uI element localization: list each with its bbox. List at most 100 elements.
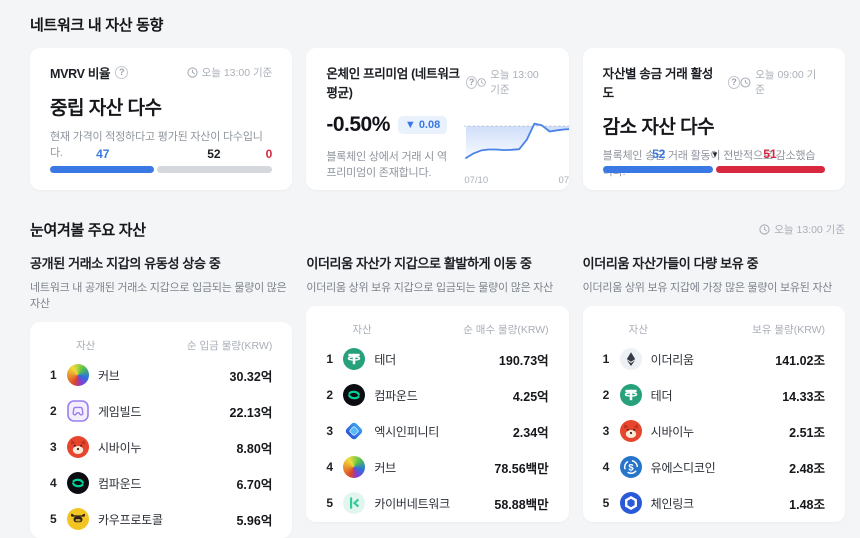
column-asset: 자산 — [352, 324, 372, 336]
asset-rank: 2 — [326, 388, 334, 402]
bar-segment-label: 52 — [652, 147, 666, 161]
asset-row[interactable]: 4 커브 78.56백만 — [326, 449, 549, 485]
mvrv-card-title: MVRV 비율 — [50, 67, 111, 81]
transfer-activity-card[interactable]: 자산별 송금 거래 활성도 ? 오늘 09:00 기준 감소 자산 다수 블록체… — [582, 48, 845, 190]
usdc-icon: $ — [619, 456, 642, 478]
asset-value: 4.25억 — [512, 389, 549, 404]
help-icon[interactable]: ? — [727, 75, 741, 89]
help-icon[interactable]: ? — [115, 66, 129, 79]
asset-row[interactable]: 1 커브 30.32억 — [50, 357, 272, 393]
premium-value: -0.50% — [326, 113, 390, 136]
curve-icon — [67, 364, 89, 386]
column-value: 순 입금 물량(KRW) — [186, 340, 273, 352]
asset-rank: 5 — [602, 496, 610, 510]
tether-icon — [619, 384, 642, 406]
notable-assets-header: 눈여겨볼 주요 자산 오늘 13:00 기준 — [30, 219, 845, 240]
bar-segment-label: 51 — [763, 147, 777, 161]
asset-value: 2.48조 — [789, 461, 825, 476]
asset-row[interactable]: 4 컴파운드 6.70억 — [50, 465, 272, 501]
asset-name: 카우프로토콜 — [98, 512, 163, 527]
asset-list-card: 자산 순 매수 물량(KRW) 1 테더 190.73억 2 컴파운드 4.25억 3 엑시인… — [306, 306, 569, 522]
cow-protocol-icon — [67, 508, 89, 530]
asset-rank: 4 — [326, 460, 334, 474]
activity-split-bar: 52 51 ▼ — [602, 147, 825, 173]
asset-row[interactable]: 2 테더 14.33조 — [603, 377, 825, 413]
list-title: 이더리움 자산가 지갑으로 활발하게 이동 중 — [306, 256, 532, 271]
clock-icon — [477, 77, 486, 87]
asset-row[interactable]: 1 이더리움 141.02조 — [603, 341, 825, 377]
asset-rank: 4 — [50, 476, 57, 490]
asset-value: 30.32억 — [229, 369, 273, 384]
asset-name: 이더리움 — [650, 352, 694, 367]
asset-row[interactable]: 5 카우프로토콜 5.96억 — [50, 501, 272, 537]
table-header: 자산 순 입금 물량(KRW) — [50, 335, 272, 357]
tether-icon — [343, 348, 366, 370]
gamebuild-icon — [67, 400, 89, 422]
asset-value: 2.51조 — [789, 425, 825, 440]
asset-name: 게임빌드 — [98, 404, 142, 419]
bar-segment-label: 52 — [207, 147, 221, 161]
asset-row[interactable]: 3 시바이누 8.80억 — [50, 429, 272, 465]
bar-segment-label: 47 — [96, 147, 110, 161]
asset-row[interactable]: 2 게임빌드 22.13억 — [50, 393, 272, 429]
asset-rank: 2 — [50, 404, 57, 418]
bar-segment-gray — [157, 166, 273, 173]
asset-row[interactable]: 5 체인링크 1.48조 — [603, 485, 825, 521]
asset-rank: 3 — [326, 424, 334, 438]
mvrv-description: 현재 가격이 적정하다고 평가된 자산이 다수입니다. — [50, 131, 263, 159]
mvrv-card-header: MVRV 비율 ? 오늘 13:00 기준 — [50, 63, 272, 82]
asset-value: 1.48조 — [789, 497, 825, 512]
axie-icon — [343, 420, 365, 442]
column-asset: 자산 — [628, 324, 648, 336]
column-asset: 자산 — [76, 340, 96, 352]
svg-text:$: $ — [628, 462, 634, 473]
mvrv-card[interactable]: MVRV 비율 ? 오늘 13:00 기준 중립 자산 다수 현재 가격이 적정… — [30, 48, 293, 190]
sparkline-start-date: 07/10 — [464, 175, 489, 186]
ethereum-icon — [619, 348, 642, 370]
asset-name: 테더 — [650, 388, 673, 403]
asset-value: 78.56백만 — [494, 461, 549, 476]
asset-row[interactable]: 3 시바이누 2.51조 — [603, 413, 825, 449]
bar-segment-blue — [602, 166, 714, 173]
onchain-premium-card[interactable]: 온체인 프리미엄 (네트워크 평균) ? 오늘 13:00 기준 -0.50% … — [306, 48, 569, 190]
list-subtitle: 이더리움 상위 보유 지갑에 가장 많은 물량이 보유된 자산 — [582, 282, 833, 294]
asset-rank: 4 — [602, 460, 610, 474]
sparkline-end-date: 07/17 — [558, 175, 569, 186]
section-title-notable-assets: 눈여겨볼 주요 자산 — [30, 222, 146, 239]
bar-segment-label: 0 — [265, 147, 273, 161]
list-title: 공개된 거래소 지갑의 유동성 상승 중 — [30, 256, 221, 271]
clock-icon — [740, 76, 751, 88]
asset-row[interactable]: 5 카이버네트워크 58.88백만 — [326, 485, 549, 521]
asset-rank: 3 — [50, 440, 57, 454]
list-subtitle: 이더리움 상위 보유 지갑으로 입금되는 물량이 많은 자산 — [306, 282, 553, 294]
asset-row[interactable]: 2 컴파운드 4.25억 — [326, 377, 549, 413]
asset-rank: 2 — [602, 388, 610, 402]
kyber-icon — [343, 492, 366, 514]
help-icon[interactable]: ? — [466, 75, 478, 89]
asset-rows: 1 이더리움 141.02조 2 테더 14.33조 3 시바이누 2.51조 4 $ 유에스디코인 2… — [603, 341, 825, 521]
asset-row[interactable]: 3 엑시인피니티 2.34억 — [326, 413, 549, 449]
mvrv-distribution-bar: 47 52 0 — [50, 147, 273, 173]
clock-icon — [186, 67, 198, 78]
table-header: 자산 순 매수 물량(KRW) — [326, 319, 548, 341]
asset-row[interactable]: 1 테더 190.73억 — [326, 341, 549, 377]
asset-name: 커브 — [374, 460, 396, 475]
asset-value: 5.96억 — [236, 513, 273, 528]
asset-rank: 5 — [50, 512, 57, 526]
asset-rank: 3 — [602, 424, 610, 438]
asset-rank: 1 — [602, 352, 610, 366]
asset-lists-row: 공개된 거래소 지갑의 유동성 상승 중 네트워크 내 공개된 거래소 지갑으로… — [30, 253, 845, 538]
asset-value: 8.80억 — [236, 441, 273, 456]
list-whale-inflow: 이더리움 자산가 지갑으로 활발하게 이동 중 이더리움 상위 보유 지갑으로 … — [306, 253, 569, 538]
shiba-icon — [67, 436, 89, 458]
mvrv-timestamp: 오늘 13:00 기준 — [186, 65, 272, 80]
asset-name: 유에스디코인 — [650, 460, 716, 475]
asset-rows: 1 커브 30.32억 2 게임빌드 22.13억 3 시바이누 8.80억 4 컴파운드 6.70억… — [50, 357, 272, 537]
asset-row[interactable]: 4 $ 유에스디코인 2.48조 — [603, 449, 825, 485]
asset-value: 22.13억 — [229, 405, 273, 420]
list-subtitle: 네트워크 내 공개된 거래소 지갑으로 입금되는 물량이 많은 자산 — [30, 282, 287, 310]
asset-value: 141.02조 — [775, 353, 825, 368]
premium-card-title: 온체인 프리미엄 (네트워크 평균) — [326, 67, 460, 100]
asset-name: 커브 — [98, 368, 120, 383]
bar-segment-blue — [50, 166, 155, 173]
